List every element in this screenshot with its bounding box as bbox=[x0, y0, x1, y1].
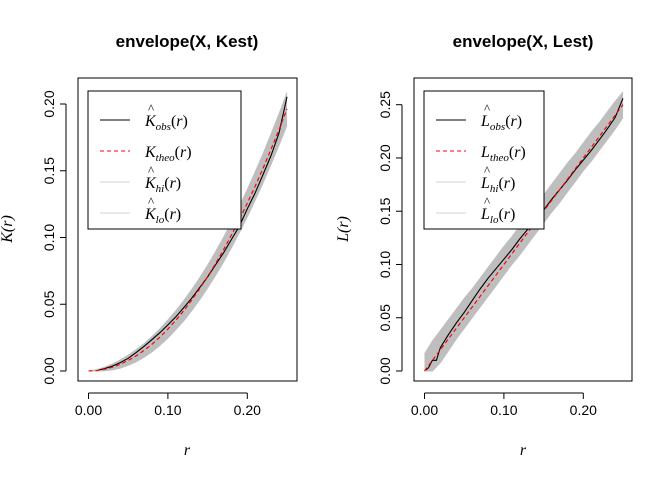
envelope-band bbox=[424, 91, 623, 372]
legend-label-obs: Kobs(r) bbox=[144, 113, 188, 133]
legend-hat-obs: ^ bbox=[484, 101, 490, 116]
x-tick-label: 0.00 bbox=[411, 402, 438, 418]
y-tick-label: 0.20 bbox=[377, 144, 393, 171]
legend-label-obs: Lobs(r) bbox=[480, 113, 522, 133]
legend-hat-lo: ^ bbox=[148, 194, 154, 209]
plot-frame bbox=[413, 77, 633, 382]
y-axis-label: K(r) bbox=[0, 215, 16, 244]
y-tick-label: 0.25 bbox=[377, 91, 393, 118]
legend-frame bbox=[423, 90, 545, 230]
series-line-lo bbox=[424, 117, 624, 372]
y-tick-label: 0.05 bbox=[41, 290, 57, 317]
chart-panel-1: envelope(X, Kest) 0.00 0.10 0.20 r 0.00 0.05 0.… bbox=[0, 32, 298, 459]
x-tick-label: 0.10 bbox=[154, 402, 181, 418]
legend-label-hi: Khi(r) bbox=[144, 175, 181, 195]
legend-label-lo: Klo(r) bbox=[144, 206, 181, 226]
y-tick-label: 0.00 bbox=[41, 357, 57, 384]
x-tick-label: 0.20 bbox=[234, 402, 261, 418]
legend: Kobs(r)^Ktheo(r)Khi(r)^Klo(r)^ bbox=[87, 90, 242, 230]
y-tick-label: 0.05 bbox=[377, 304, 393, 331]
x-tick-label: 0.00 bbox=[75, 402, 102, 418]
legend: Lobs(r)^Ltheo(r)Lhi(r)^Llo(r)^ bbox=[423, 90, 545, 230]
legend-label-hi: Lhi(r) bbox=[480, 175, 515, 195]
legend-label-lo: Llo(r) bbox=[480, 206, 515, 226]
legend-hat-hi: ^ bbox=[148, 163, 154, 178]
y-tick-label: 0.10 bbox=[41, 224, 57, 251]
series-line-lo bbox=[88, 125, 288, 372]
legend-label-theo: Ltheo(r) bbox=[480, 144, 526, 164]
series-line-theo-overlay bbox=[424, 104, 624, 372]
y-tick-label: 0.20 bbox=[41, 90, 57, 117]
chart-title: envelope(X, Kest) bbox=[116, 32, 259, 51]
y-tick-label: 0.15 bbox=[377, 197, 393, 224]
plot-frame bbox=[77, 77, 298, 382]
x-tick-label: 0.20 bbox=[570, 402, 597, 418]
legend-hat-hi: ^ bbox=[484, 163, 490, 178]
chart-panel-2: envelope(X, Lest) 0.00 0.10 0.20 r 0.00 0.05 0.… bbox=[335, 32, 633, 459]
y-tick-label: 0.00 bbox=[377, 357, 393, 384]
legend-label-theo: Ktheo(r) bbox=[144, 144, 192, 164]
x-axis-label: r bbox=[184, 442, 191, 459]
y-tick-label: 0.10 bbox=[377, 251, 393, 278]
series-line-hi bbox=[88, 92, 288, 372]
y-tick-label: 0.15 bbox=[41, 157, 57, 184]
x-axis-label: r bbox=[520, 442, 527, 459]
series-line-obs bbox=[424, 98, 624, 372]
series-line-obs bbox=[88, 96, 288, 372]
y-axis-label: L(r) bbox=[335, 216, 352, 243]
chart-title: envelope(X, Lest) bbox=[453, 32, 594, 51]
legend-hat-obs: ^ bbox=[148, 101, 154, 116]
legend-hat-lo: ^ bbox=[484, 194, 490, 209]
x-tick-label: 0.10 bbox=[490, 402, 517, 418]
legend-frame bbox=[87, 90, 242, 230]
